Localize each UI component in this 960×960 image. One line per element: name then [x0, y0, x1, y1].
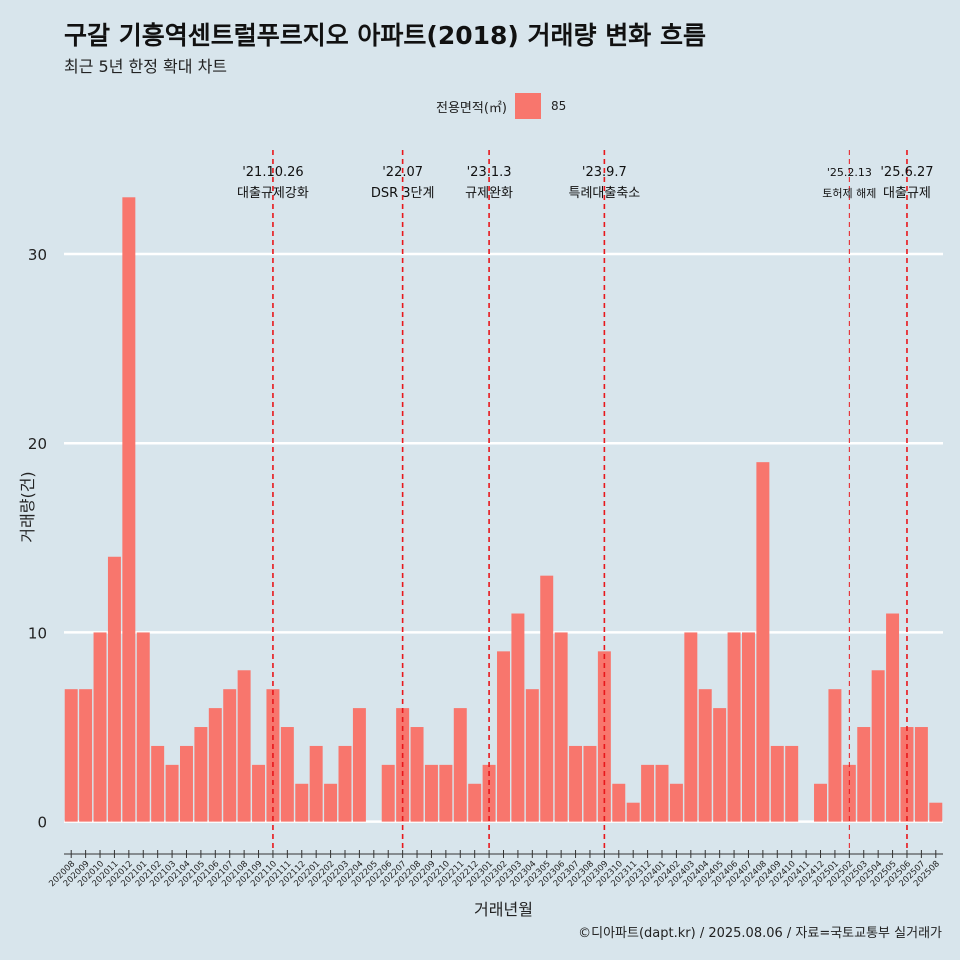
bar-202412	[814, 783, 828, 822]
y-axis-title: 거래량(건)	[18, 471, 37, 542]
event-desc-label: 대출규제강화	[237, 186, 309, 201]
bar-202501	[828, 689, 842, 822]
bar-202206	[381, 764, 395, 822]
legend: 전용면적(㎡) 85	[436, 93, 566, 119]
bar-202302	[497, 651, 510, 822]
event-date-label: '23.9.7	[582, 165, 627, 180]
bars	[64, 197, 943, 822]
bar-202402	[669, 783, 683, 822]
x-axis-title: 거래년월	[474, 900, 533, 919]
bar-202308	[583, 745, 597, 822]
bar-202408	[756, 462, 770, 822]
bar-202107	[223, 689, 237, 822]
event-date-label: '21.10.26	[242, 165, 303, 180]
bar-202209	[424, 764, 438, 822]
bar-202304	[525, 689, 539, 822]
event-date-label: '23.1.3	[467, 165, 512, 180]
bar-202106	[208, 708, 222, 822]
bar-202111	[280, 727, 294, 822]
bar-202203	[338, 745, 352, 822]
bar-202507	[914, 727, 928, 822]
legend-entry-85: 85	[550, 99, 567, 113]
bar-202401	[655, 764, 669, 822]
event-date-label: '25.2.13	[827, 166, 872, 179]
bar-202410	[785, 745, 799, 822]
bar-202503	[857, 727, 871, 822]
y-tick-label: 10	[28, 624, 47, 642]
bar-202303	[511, 613, 525, 822]
y-tick-label: 20	[28, 435, 47, 453]
bar-202010	[93, 632, 107, 822]
bar-202405	[713, 708, 727, 822]
bar-202305	[540, 575, 554, 822]
bar-202011	[107, 556, 121, 822]
y-tick-label: 0	[37, 814, 47, 832]
legend-swatch	[514, 93, 541, 119]
bar-202112	[295, 783, 309, 822]
event-desc-label: 특례대출축소	[568, 186, 640, 201]
event-lines: '21.10.26 대출규제강화 '22.07 DSR 3단계 '23.1.3 규제완화 '…	[237, 150, 934, 850]
bar-202311	[626, 802, 640, 822]
bar-202201	[309, 745, 323, 822]
bar-202009	[79, 689, 93, 822]
bar-202310	[612, 783, 626, 822]
bar-202101	[136, 632, 150, 822]
legend-title: 전용면적(㎡)	[436, 100, 507, 116]
bar-202210	[439, 764, 453, 822]
bar-202312	[641, 764, 655, 822]
bar-202508	[929, 802, 943, 822]
chart-subtitle: 최근 5년 한정 확대 차트	[64, 57, 228, 76]
bar-202406	[727, 632, 741, 822]
event-desc-label: 규제완화	[465, 186, 513, 201]
bar-202108	[237, 670, 251, 822]
bar-202404	[698, 689, 712, 822]
source-caption: ©디아파트(dapt.kr) / 2025.08.06 / 자료=국토교통부 실…	[578, 926, 942, 941]
event-desc-label: DSR 3단계	[371, 186, 435, 201]
event-date-label: '25.6.27	[880, 165, 933, 180]
bar-202204	[352, 708, 366, 822]
bar-202212	[468, 783, 482, 822]
bar-202505	[886, 613, 900, 822]
event-desc-label: 대출규제	[883, 186, 931, 201]
grid-lines	[64, 252, 943, 823]
bar-202102	[151, 745, 165, 822]
y-tick-label: 30	[28, 246, 47, 264]
bar-202409	[770, 745, 784, 822]
bar-202208	[410, 727, 424, 822]
bar-202407	[741, 632, 755, 822]
bar-202109	[252, 764, 266, 822]
event-desc-label: 토허제 해제	[822, 186, 876, 200]
bar-202008	[64, 689, 78, 822]
chart-title: 구갈 기흥역센트럴푸르지오 아파트(2018) 거래량 변화 흐름	[64, 21, 706, 50]
bar-202105	[194, 727, 208, 822]
bar-202012	[122, 197, 136, 822]
event-date-label: '22.07	[382, 165, 423, 180]
bar-202104	[179, 745, 193, 822]
bar-202103	[165, 764, 179, 822]
bar-202306	[554, 632, 568, 822]
bar-202307	[569, 745, 583, 822]
bar-202504	[871, 670, 885, 822]
bar-202403	[684, 632, 698, 822]
bar-202202	[324, 783, 338, 822]
bar-202211	[453, 708, 467, 822]
